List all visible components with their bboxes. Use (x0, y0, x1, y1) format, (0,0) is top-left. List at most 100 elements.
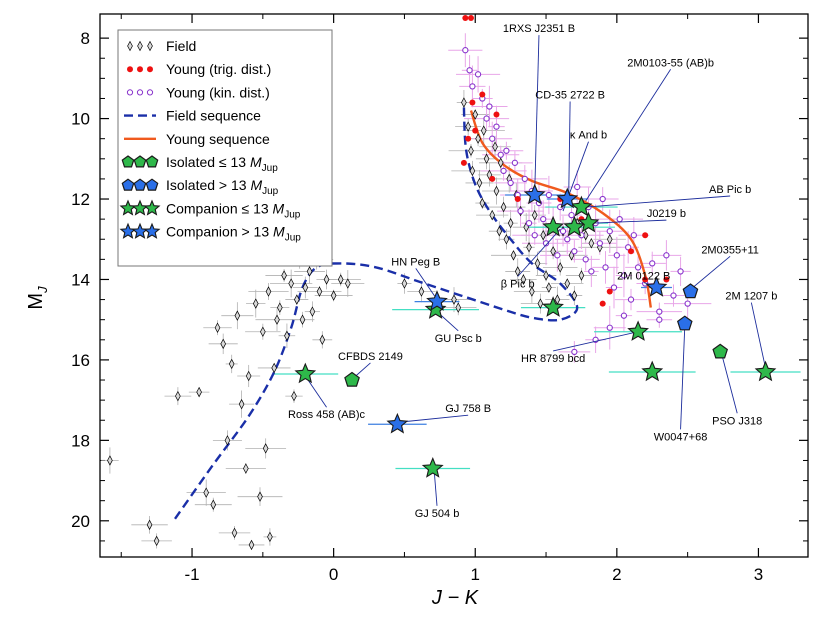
field-point (220, 338, 226, 350)
legend-label: Young (kin. dist.) (166, 84, 270, 100)
field-point (578, 270, 585, 281)
companion-high-mass-point (386, 412, 409, 434)
companion-low-mass-point (570, 195, 593, 217)
young-kin-point (663, 252, 670, 259)
y-tick-label: 16 (71, 351, 90, 370)
annotation-label: GJ 758 B (445, 403, 491, 415)
field-point (483, 153, 490, 165)
legend-label-mass: M (273, 224, 285, 240)
annotation-label: 2M0103-55 (AB)b (627, 57, 714, 69)
young-trig-point (467, 15, 474, 22)
legend-label-text: Field sequence (166, 108, 261, 124)
legend-young-kin-symbol (136, 89, 144, 96)
field-point (468, 145, 474, 156)
legend-field-symbol (147, 40, 153, 52)
legend-label-text: Young (trig. dist.) (166, 61, 271, 77)
young-trig-point (628, 248, 634, 255)
legend-isolated-symbol (145, 178, 159, 191)
field-point (571, 290, 578, 301)
field-point (231, 527, 238, 539)
annotation-leader-line (585, 195, 731, 208)
legend-label-text: Young sequence (166, 131, 270, 147)
field-point (330, 290, 337, 301)
annotation-label: HR 8799 bcd (521, 353, 585, 365)
field-point (243, 463, 249, 474)
young-kin-point (540, 215, 547, 223)
legend-isolated-symbol (121, 155, 135, 168)
annotations: 1RXS J2351 B 2M0103-55 (AB)b CD-35 2722 B κ… (288, 23, 777, 520)
plot-frame (99, 13, 809, 558)
companion-low-mass-point (641, 360, 664, 382)
legend-label-sub: Jup (262, 186, 279, 197)
y-tick-label: 18 (71, 431, 90, 450)
field-point (480, 125, 487, 136)
young-kin-point (588, 268, 595, 275)
young-kin-point (602, 264, 609, 271)
field-point (564, 278, 571, 289)
field-point (277, 302, 283, 313)
legend-young-kin-symbol (146, 89, 154, 96)
legend-field-symbol (137, 40, 143, 52)
legend-label: Companion > 13 MJup (166, 224, 301, 244)
young-kin-point (474, 71, 482, 78)
field-point (210, 499, 217, 510)
annotation-leader-line (398, 414, 469, 423)
annotation-label: J0219 b (647, 208, 686, 220)
field-point (323, 274, 330, 285)
annotation-leader-line (690, 255, 731, 290)
legend-label: Young (trig. dist.) (166, 61, 271, 77)
isolated-high-mass-point (682, 283, 699, 299)
field-point (203, 487, 209, 498)
field-point (265, 286, 272, 297)
companion-high-mass-point (426, 290, 448, 311)
young-kin-point (511, 159, 519, 166)
young-trig-point (493, 111, 500, 118)
young-kin-point (610, 284, 618, 291)
annotation-leader-line (750, 302, 766, 369)
young-trig-point (489, 175, 496, 182)
isolated-low-mass-point (344, 371, 360, 387)
field-point (455, 302, 462, 313)
young-kin-point (649, 260, 656, 267)
legend-label: Field (166, 38, 196, 54)
young-kin-point (500, 167, 507, 175)
young-kin-point (521, 175, 528, 183)
y-axis-label-main: M (25, 293, 47, 310)
field-point (497, 157, 504, 169)
young-kin-point (670, 292, 677, 299)
field-point (107, 455, 113, 466)
annotation-label: Ross 458 (AB)c (288, 409, 366, 421)
field-point (316, 286, 323, 297)
legend-field-symbol (127, 40, 133, 52)
legend-isolated-symbol (121, 178, 135, 191)
field-point (196, 386, 202, 398)
field-point (271, 362, 277, 374)
young-kin-point (564, 236, 571, 243)
field-point (252, 298, 259, 309)
young-trig-point (663, 276, 670, 283)
legend-label-text: Isolated ≤ 13 (166, 154, 250, 170)
annotation-label: 1RXS J2351 B (503, 23, 575, 35)
young-trig-point (642, 276, 649, 283)
field-point (309, 306, 316, 317)
legend-box (117, 29, 333, 267)
young-kin-point (531, 232, 538, 239)
young-kin-point (554, 252, 561, 259)
legend-isolated-symbol (133, 178, 147, 191)
field-point (557, 262, 563, 273)
x-axis-label: J − K (431, 587, 480, 609)
field-point (294, 294, 300, 305)
field-point (175, 390, 181, 402)
field-point (418, 286, 425, 297)
x-tick-label: 3 (754, 565, 763, 584)
young-kin-point (545, 191, 553, 199)
young-kin-point (559, 228, 567, 235)
legend-isolated-symbol (133, 155, 147, 168)
field-point (546, 282, 552, 293)
field-point (588, 238, 595, 249)
young-kin-point (599, 195, 606, 203)
legend-young-trig-symbol (127, 66, 133, 73)
legend-young-trig-symbol (137, 66, 143, 73)
young-trig-point (465, 135, 472, 142)
